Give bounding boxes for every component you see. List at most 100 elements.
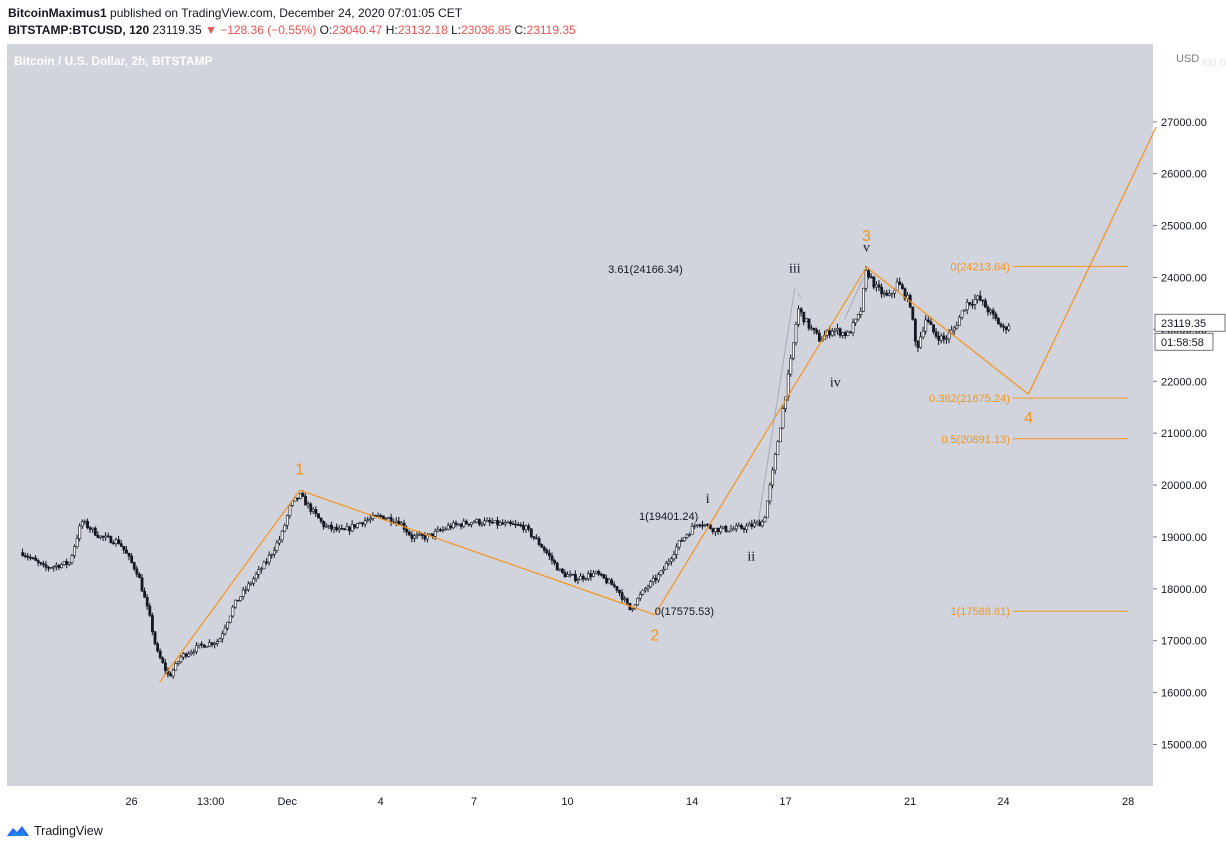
candle [361,522,365,527]
candle-body [441,528,445,531]
candle-body [903,288,907,299]
candle-body [254,574,258,580]
y-tick-label: 27000.00 [1161,117,1207,129]
candle [234,599,237,609]
candle [675,543,679,559]
candle-body [195,645,198,653]
candle [542,545,546,554]
candle [727,530,730,533]
candle-body [792,342,795,359]
candle [176,661,180,666]
candle [226,621,230,631]
candle-body [244,589,248,591]
candle-body [187,653,191,657]
candle-body [942,335,946,340]
candle [501,519,505,525]
candle-body [343,528,346,531]
y-tick-label: 17000.00 [1161,636,1207,648]
candle-body [236,599,240,602]
candle-body [690,526,694,535]
candle-body [145,597,149,607]
candle-body [369,518,372,521]
candle-body [558,568,562,571]
candle [690,522,694,535]
candle [252,576,256,587]
candle-body [947,332,951,340]
candle [78,523,82,542]
candle-body [895,281,899,291]
candle-body [976,295,980,300]
candle-body [272,550,276,555]
candle [522,521,525,533]
candle-body [986,307,990,313]
candle [519,522,523,528]
candle [898,277,902,286]
candle [179,654,183,664]
candle [703,523,707,528]
chart-pane[interactable] [7,44,1153,786]
candle [971,299,974,309]
candle [859,307,863,318]
candle-body [215,641,219,644]
candle [1004,325,1008,334]
candle-body [241,589,245,597]
candle-body [26,555,30,558]
candle [532,536,536,541]
candle-body [888,293,891,296]
candle-body [36,560,40,563]
candle [153,630,157,646]
currency-label[interactable]: USD [1176,53,1199,65]
candle [659,570,663,577]
candle [618,589,621,597]
candle-body [576,579,580,582]
candle-body [695,524,699,527]
candle-body [309,503,313,512]
candle-body [462,520,466,527]
candle [968,302,972,307]
candle [93,526,97,536]
candle-body [625,598,629,604]
candle [529,527,533,539]
candle-body [563,572,567,577]
candle [955,321,959,330]
candle-body [768,484,772,502]
candle [29,554,32,561]
candle-body [804,318,808,323]
fib-level-label: 0(24213.64) [951,261,1010,273]
candle [109,535,113,544]
candle-body [496,520,499,526]
x-tick-label: 26 [125,796,137,808]
candle [122,546,126,554]
candle-body [753,522,756,527]
fib-level-label: 0.5(20891.13) [941,434,1010,446]
candle-body [270,554,274,556]
time-scale[interactable] [7,786,1153,814]
candle-body [921,330,925,338]
price-scale[interactable] [1153,44,1226,786]
candle-body [955,325,959,329]
candle [695,524,699,528]
candle [683,537,686,542]
candle-body [843,332,847,336]
candle-body [311,509,315,512]
last-price-label: 23119.35 [1161,318,1206,330]
candle [768,482,772,505]
candle [535,534,538,540]
candle-body [449,525,453,529]
author-name[interactable]: BitcoinMaximus1 [8,6,107,20]
subwave-line [757,287,796,527]
tradingview-footer[interactable]: TradingView [6,824,103,838]
candle [584,577,588,581]
candle-body [747,523,751,527]
candle-body [29,556,32,559]
candle [39,561,43,566]
candle [127,552,131,561]
candle [319,517,323,524]
candle [563,569,567,578]
candle [117,535,121,545]
candle [31,556,35,560]
candle [664,560,668,570]
candle [410,531,414,543]
candle [615,586,619,593]
candle-body [963,309,967,312]
